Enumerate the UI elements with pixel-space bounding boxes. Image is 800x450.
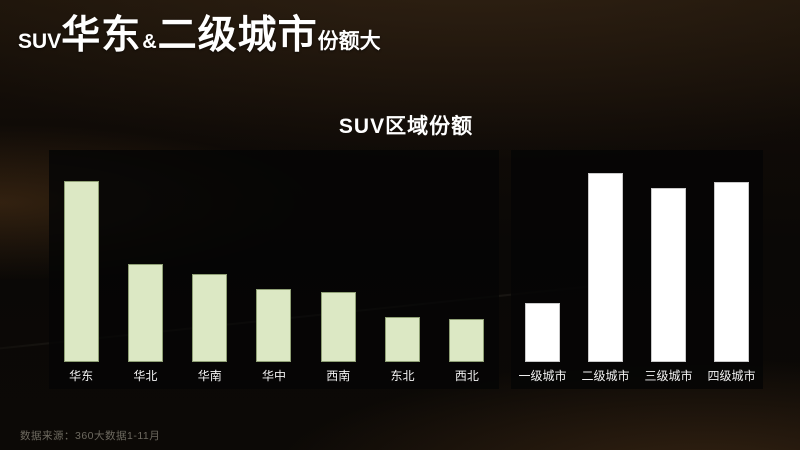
- bar-column: 二级城市: [574, 150, 637, 389]
- category-label: 四级城市: [707, 369, 756, 383]
- category-label: 华东: [69, 369, 94, 383]
- bar-column: 一级城市: [511, 150, 574, 389]
- bar-column: 华北: [113, 150, 177, 389]
- bar-三级城市: [651, 188, 686, 362]
- bar-column: 西北: [435, 150, 499, 389]
- bar-column: 华东: [49, 150, 113, 389]
- category-label: 华南: [197, 369, 222, 383]
- category-label: 一级城市: [518, 369, 567, 383]
- slide-title: SUV 华东 & 二级城市 份额大: [18, 4, 381, 60]
- bar-东北: [385, 317, 421, 362]
- bar-column: 西南: [306, 150, 370, 389]
- category-label: 华北: [133, 369, 158, 383]
- slide-title-emphasis1: 华东: [61, 14, 142, 57]
- bar-西南: [320, 292, 356, 362]
- bar-column: 四级城市: [700, 150, 763, 389]
- slide-title-suffix: 份额大: [317, 30, 381, 53]
- chart-panel-city-tiers: 一级城市 二级城市 三级城市 四级城市: [511, 150, 763, 389]
- category-label: 东北: [390, 369, 415, 383]
- slide-title-ampersand: &: [142, 31, 157, 53]
- bar-华中: [256, 289, 292, 362]
- bar-二级城市: [588, 173, 623, 362]
- bar-column: 华南: [178, 150, 242, 389]
- bar-column: 东北: [370, 150, 434, 389]
- bar-华南: [192, 274, 228, 362]
- category-label: 三级城市: [644, 369, 693, 383]
- bar-四级城市: [714, 182, 749, 362]
- bar-column: 华中: [242, 150, 306, 389]
- slide-title-emphasis2: 二级城市: [157, 14, 318, 57]
- category-label: 西南: [326, 369, 351, 383]
- category-label: 二级城市: [581, 369, 630, 383]
- data-source-note: 数据来源：360大数据1-11月: [20, 430, 161, 442]
- slide-title-prefix: SUV: [18, 30, 62, 53]
- chart-panel-regions: 华东 华北 华南 华中 西南 东北 西北: [49, 150, 499, 389]
- bar-column: 三级城市: [637, 150, 700, 389]
- bar-华北: [127, 264, 163, 362]
- bar-华东: [63, 181, 99, 362]
- bar-西北: [449, 319, 485, 362]
- chart-title: SUV区域份额: [338, 115, 474, 138]
- bar-一级城市: [525, 303, 560, 362]
- category-label: 华中: [261, 369, 286, 383]
- category-label: 西北: [454, 369, 479, 383]
